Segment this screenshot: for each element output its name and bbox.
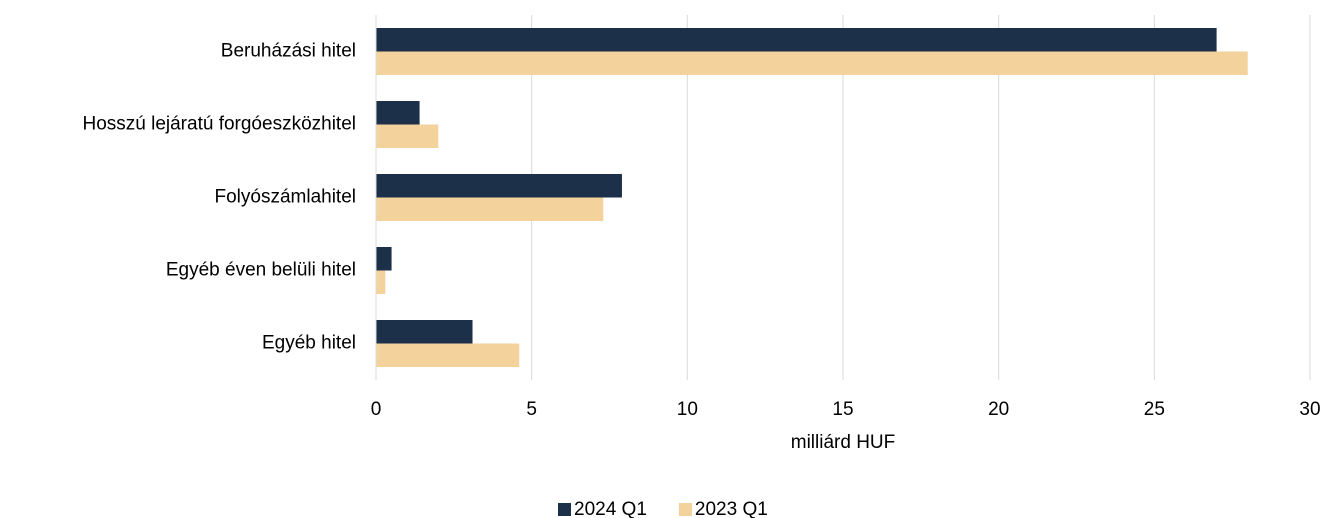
x-tick-label: 10 bbox=[677, 399, 698, 420]
bar bbox=[376, 28, 1217, 52]
y-tick-label: Folyószámlahitel bbox=[215, 187, 357, 208]
bar bbox=[376, 343, 520, 367]
bar bbox=[376, 320, 473, 344]
x-tick-label: 0 bbox=[371, 399, 382, 420]
y-tick-label: Egyéb hitel bbox=[262, 333, 356, 354]
bar bbox=[376, 270, 386, 294]
legend-label: 2024 Q1 bbox=[574, 499, 647, 518]
x-tick-label: 20 bbox=[988, 399, 1009, 420]
bar bbox=[376, 174, 622, 198]
y-tick-label: Hosszú lejáratú forgóeszközhitel bbox=[82, 114, 356, 135]
x-axis-title: milliárd HUF bbox=[791, 432, 896, 453]
bar bbox=[376, 101, 420, 125]
x-tick-label: 30 bbox=[1299, 399, 1320, 420]
bar bbox=[376, 124, 439, 148]
x-tick-label: 5 bbox=[526, 399, 537, 420]
x-tick-label: 25 bbox=[1144, 399, 1165, 420]
x-tick-label: 15 bbox=[832, 399, 853, 420]
legend-swatch bbox=[678, 503, 692, 516]
bar bbox=[376, 247, 392, 271]
bar bbox=[376, 197, 604, 221]
legend-label: 2023 Q1 bbox=[695, 499, 768, 518]
bar bbox=[376, 51, 1248, 75]
legend-swatch bbox=[558, 503, 571, 516]
y-tick-label: Beruházási hitel bbox=[221, 41, 356, 62]
y-tick-label: Egyéb éven belüli hitel bbox=[166, 260, 356, 281]
